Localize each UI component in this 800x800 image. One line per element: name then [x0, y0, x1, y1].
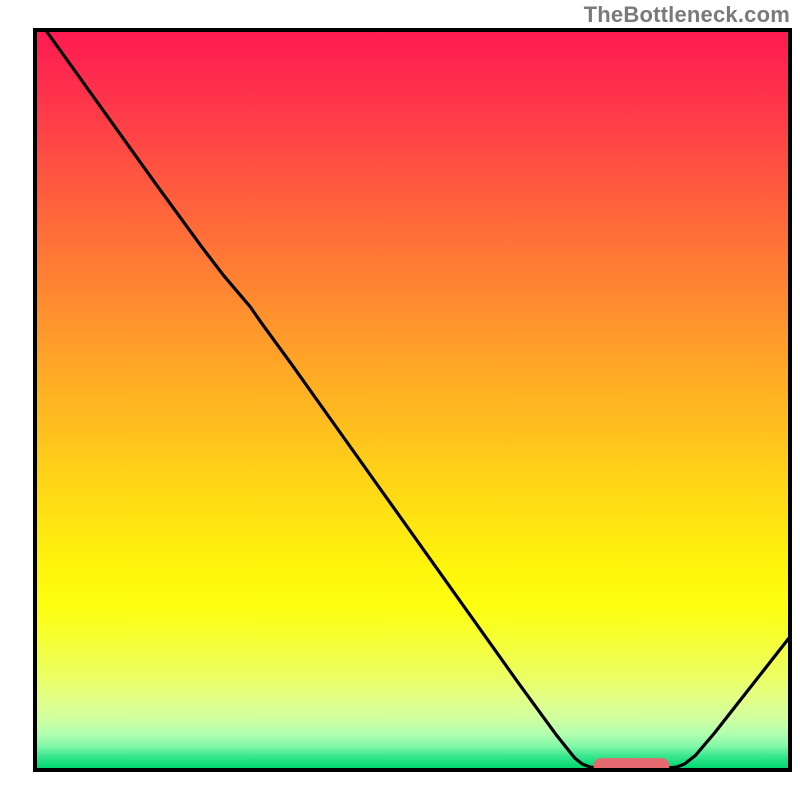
- chart-container: { "watermark": { "text": "TheBottleneck.…: [0, 0, 800, 800]
- optimal-marker: [594, 758, 670, 777]
- plot-background-gradient: [35, 30, 790, 770]
- bottleneck-chart: [0, 0, 800, 800]
- watermark-text: TheBottleneck.com: [584, 2, 790, 28]
